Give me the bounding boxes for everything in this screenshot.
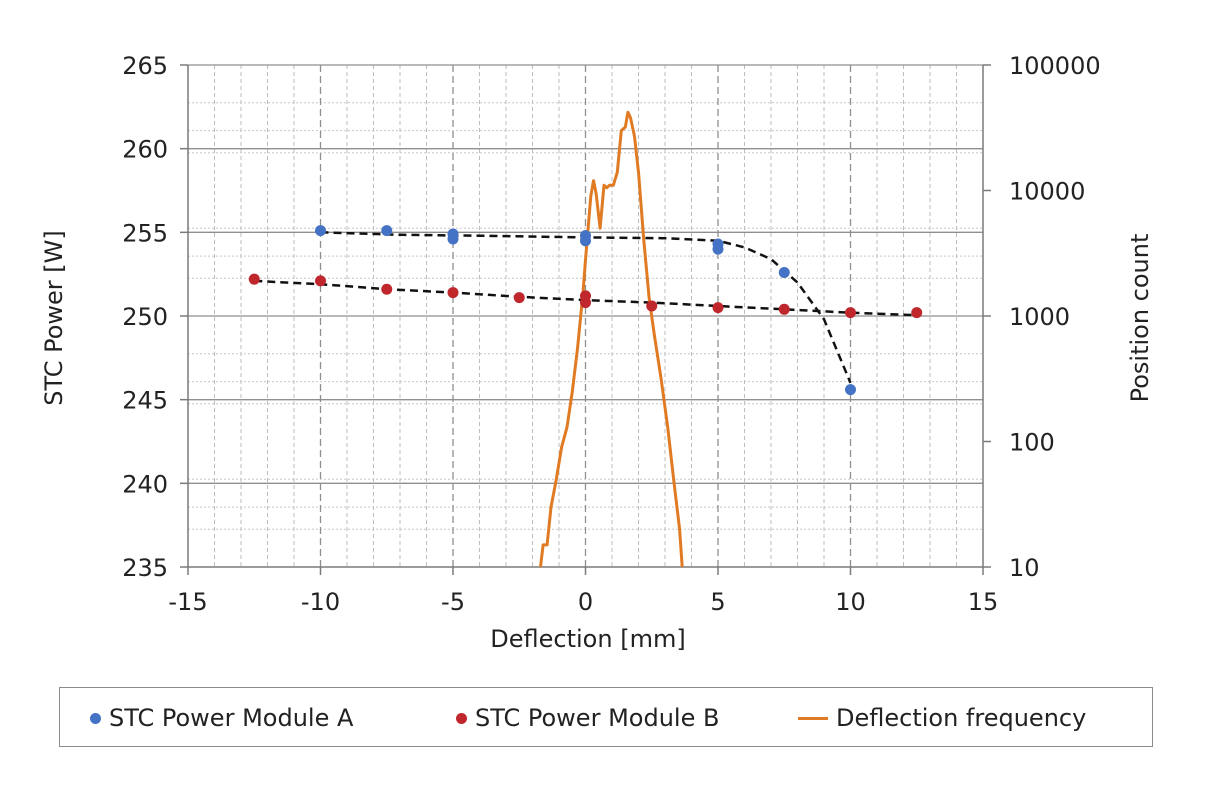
legend-label-module-a: STC Power Module A xyxy=(109,704,354,732)
y-tick-label: 245 xyxy=(122,387,168,415)
axes xyxy=(180,64,991,575)
x-tick-label: -15 xyxy=(168,588,207,616)
x-tick-label: 0 xyxy=(578,588,593,616)
x-tick-label: 15 xyxy=(968,588,999,616)
x-tick-label: -5 xyxy=(441,588,465,616)
y2-tick-label: 100 xyxy=(1009,429,1055,457)
legend-item-module-b: STC Power Module B xyxy=(456,688,719,748)
tick-labels: -15 -10 -5 0 5 10 15 235 240 245 250 255 260 265 10 100… xyxy=(122,52,1100,616)
y-tick-label: 235 xyxy=(122,554,168,582)
data-point xyxy=(381,283,393,295)
y-axis-title: STC Power [W] xyxy=(40,230,68,406)
y2-tick-label: 100000 xyxy=(1009,52,1101,80)
data-point xyxy=(447,233,459,245)
x-tick-label: 5 xyxy=(710,588,725,616)
legend-marker-deflection-frequency xyxy=(798,716,828,720)
y2-tick-label: 10 xyxy=(1009,554,1040,582)
x-tick-label: 10 xyxy=(835,588,866,616)
data-point xyxy=(580,297,591,309)
data-point xyxy=(845,384,856,396)
y-tick-label: 240 xyxy=(122,470,168,498)
data-point xyxy=(513,292,525,304)
y-tick-label: 260 xyxy=(122,136,168,164)
data-point xyxy=(580,235,591,247)
legend-marker-module-a xyxy=(90,712,101,724)
legend-label-module-b: STC Power Module B xyxy=(475,704,720,732)
data-point xyxy=(845,307,856,319)
legend: STC Power Module A STC Power Module B De… xyxy=(59,687,1153,747)
data-point xyxy=(447,287,459,299)
data-point xyxy=(315,225,326,237)
y-tick-label: 265 xyxy=(122,52,168,80)
y2-axis-title: Position count xyxy=(1126,234,1154,403)
legend-label-deflection-frequency: Deflection frequency xyxy=(836,704,1087,732)
data-point xyxy=(381,225,393,237)
data-point xyxy=(911,307,923,319)
y2-tick-label: 1000 xyxy=(1009,303,1070,331)
y-tick-label: 255 xyxy=(122,219,168,247)
data-point xyxy=(778,266,790,278)
legend-item-module-a: STC Power Module A xyxy=(90,688,353,748)
x-axis-title: Deflection [mm] xyxy=(490,625,685,653)
y2-tick-label: 10000 xyxy=(1009,178,1085,206)
legend-marker-module-b xyxy=(456,712,467,724)
data-point xyxy=(646,300,658,312)
data-point xyxy=(712,302,724,314)
data-point xyxy=(248,273,260,285)
major-grid xyxy=(188,64,983,567)
legend-item-deflection-frequency: Deflection frequency xyxy=(798,688,1086,748)
y-tick-label: 250 xyxy=(122,303,168,331)
deflection-frequency-line xyxy=(539,110,684,568)
data-point xyxy=(778,303,790,315)
x-tick-label: -10 xyxy=(301,588,340,616)
data-point xyxy=(712,243,724,255)
data-points xyxy=(248,225,923,396)
data-point xyxy=(315,275,326,287)
frequency-series xyxy=(539,110,684,568)
